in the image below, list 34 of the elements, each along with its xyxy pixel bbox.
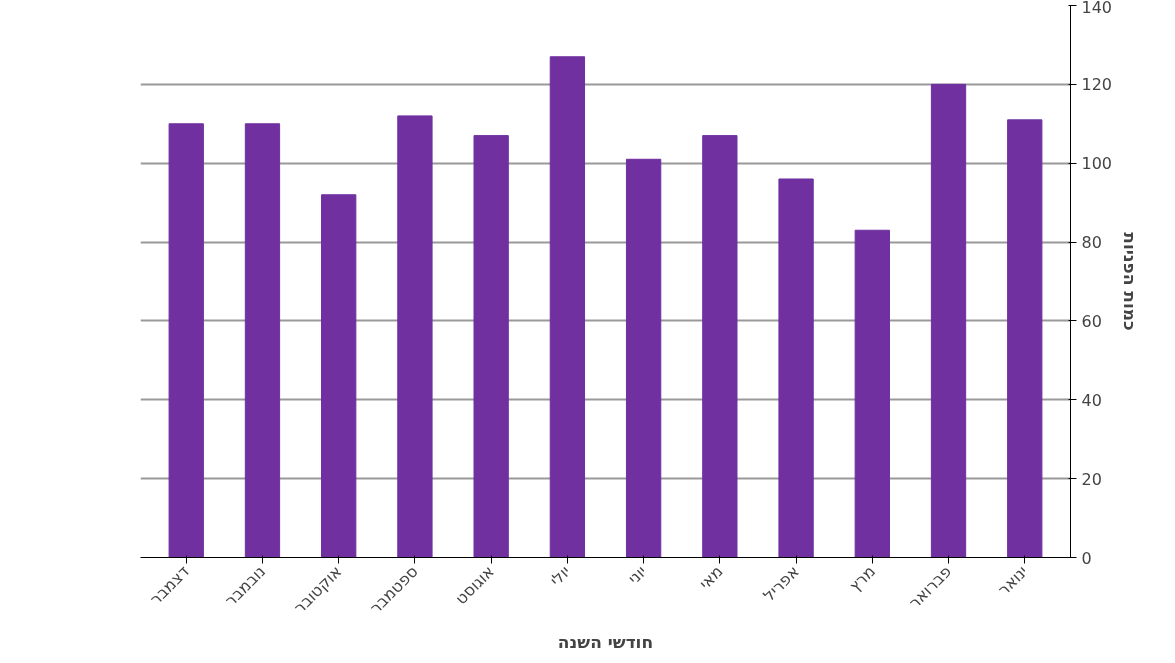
x-tick-label: יולי — [546, 561, 575, 590]
x-tick-label: פברואר — [904, 561, 956, 613]
y-tick-label: 140 — [1081, 0, 1113, 17]
x-tick-label: אפריל — [759, 561, 803, 606]
y-tick-label: 0 — [1081, 548, 1092, 568]
x-tick-label: דצמבר — [146, 561, 194, 609]
x-tick-label: אוקטובר — [289, 561, 346, 618]
x-tick-label: ספטמבר — [365, 561, 422, 618]
x-tick-label: מאי — [695, 561, 727, 593]
bar — [854, 229, 890, 558]
bar — [1007, 119, 1043, 558]
x-tick-label: יוני — [624, 561, 651, 588]
bar — [778, 178, 814, 558]
y-axis-title: כמות הפניות — [1120, 232, 1141, 331]
x-tick-label: אוגוסט — [451, 561, 498, 609]
x-tick-label: מרץ — [845, 561, 880, 596]
bar — [321, 194, 357, 558]
bar — [549, 56, 586, 558]
x-axis-title: חודשי השנה — [557, 632, 654, 653]
y-tick-label: 80 — [1081, 233, 1102, 253]
y-tick-label: 20 — [1081, 469, 1102, 489]
bar — [473, 135, 509, 558]
y-tick-label: 60 — [1081, 311, 1102, 331]
bar — [702, 135, 738, 558]
bar — [930, 83, 967, 558]
x-tick-label: נובמבר — [220, 561, 270, 610]
bar — [168, 123, 204, 558]
y-tick-label: 120 — [1081, 75, 1113, 95]
bar — [244, 123, 281, 558]
bar — [397, 115, 433, 558]
y-tick-label: 100 — [1081, 154, 1113, 174]
y-tick-label: 40 — [1081, 390, 1102, 410]
x-tick-label: ינואר — [993, 561, 1032, 600]
bar — [625, 158, 662, 558]
